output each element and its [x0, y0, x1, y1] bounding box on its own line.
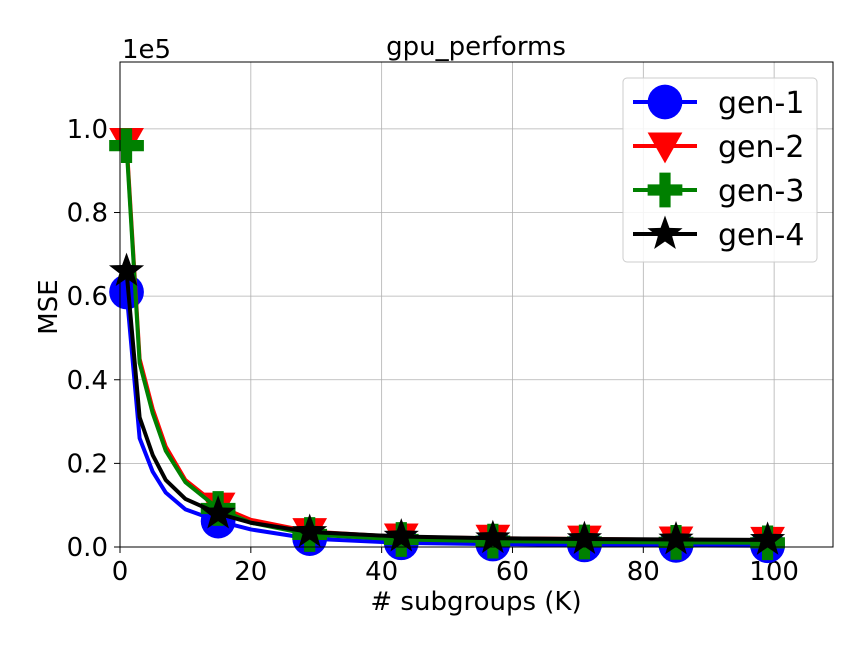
legend-box: [622, 77, 818, 263]
legend-marker: [647, 132, 683, 164]
x-tick-label: 60: [496, 557, 529, 587]
y-tick-label: 0.8: [67, 199, 108, 229]
legend-marker: [647, 84, 683, 120]
y-multiplier-label: 1e5: [122, 35, 171, 65]
legend-item-gen-1: gen-1: [633, 84, 804, 121]
legend-label: gen-1: [718, 86, 804, 121]
x-tick-label: 100: [749, 557, 799, 587]
legend-label: gen-3: [718, 174, 804, 209]
data-point-gen-4: [658, 520, 694, 555]
legend-item-gen-2: gen-2: [633, 130, 804, 165]
x-tick-label: 40: [365, 557, 398, 587]
data-point-gen-4: [475, 519, 511, 554]
legend-label: gen-4: [718, 218, 804, 253]
chart-title: gpu_performs: [386, 32, 566, 62]
series-gen-4: [108, 252, 786, 555]
legend-item-gen-4: gen-4: [633, 215, 804, 253]
plot-frame: [119, 61, 834, 548]
legend-marker: [647, 215, 683, 249]
x-axis-label: # subgroups (K): [370, 587, 581, 617]
data-point-gen-4: [108, 252, 145, 286]
y-tick-label: 0.4: [67, 366, 108, 396]
y-tick-label: 0.2: [67, 449, 108, 479]
legend-label: gen-2: [718, 130, 804, 165]
data-point-gen-4: [200, 495, 236, 529]
y-tick-label: 1.0: [67, 115, 108, 145]
y-axis-label: MSE: [34, 279, 64, 334]
data-point-gen-3: [109, 128, 144, 163]
x-tick-label: 80: [627, 557, 660, 587]
y-tick-label: 0.6: [67, 282, 108, 312]
data-point-gen-4: [566, 520, 603, 555]
data-point-gen-4: [292, 513, 328, 547]
legend-item-gen-3: gen-3: [633, 172, 804, 209]
data-point-gen-4: [383, 518, 419, 552]
legend: gen-1 gen-2 gen-3 gen-4: [622, 77, 818, 263]
x-tick-label: 20: [234, 557, 267, 587]
legend-marker: [647, 172, 683, 208]
data-point-gen-4: [750, 521, 786, 555]
y-tick-label: 0.0: [67, 533, 108, 563]
x-tick-label: 0: [112, 557, 129, 587]
